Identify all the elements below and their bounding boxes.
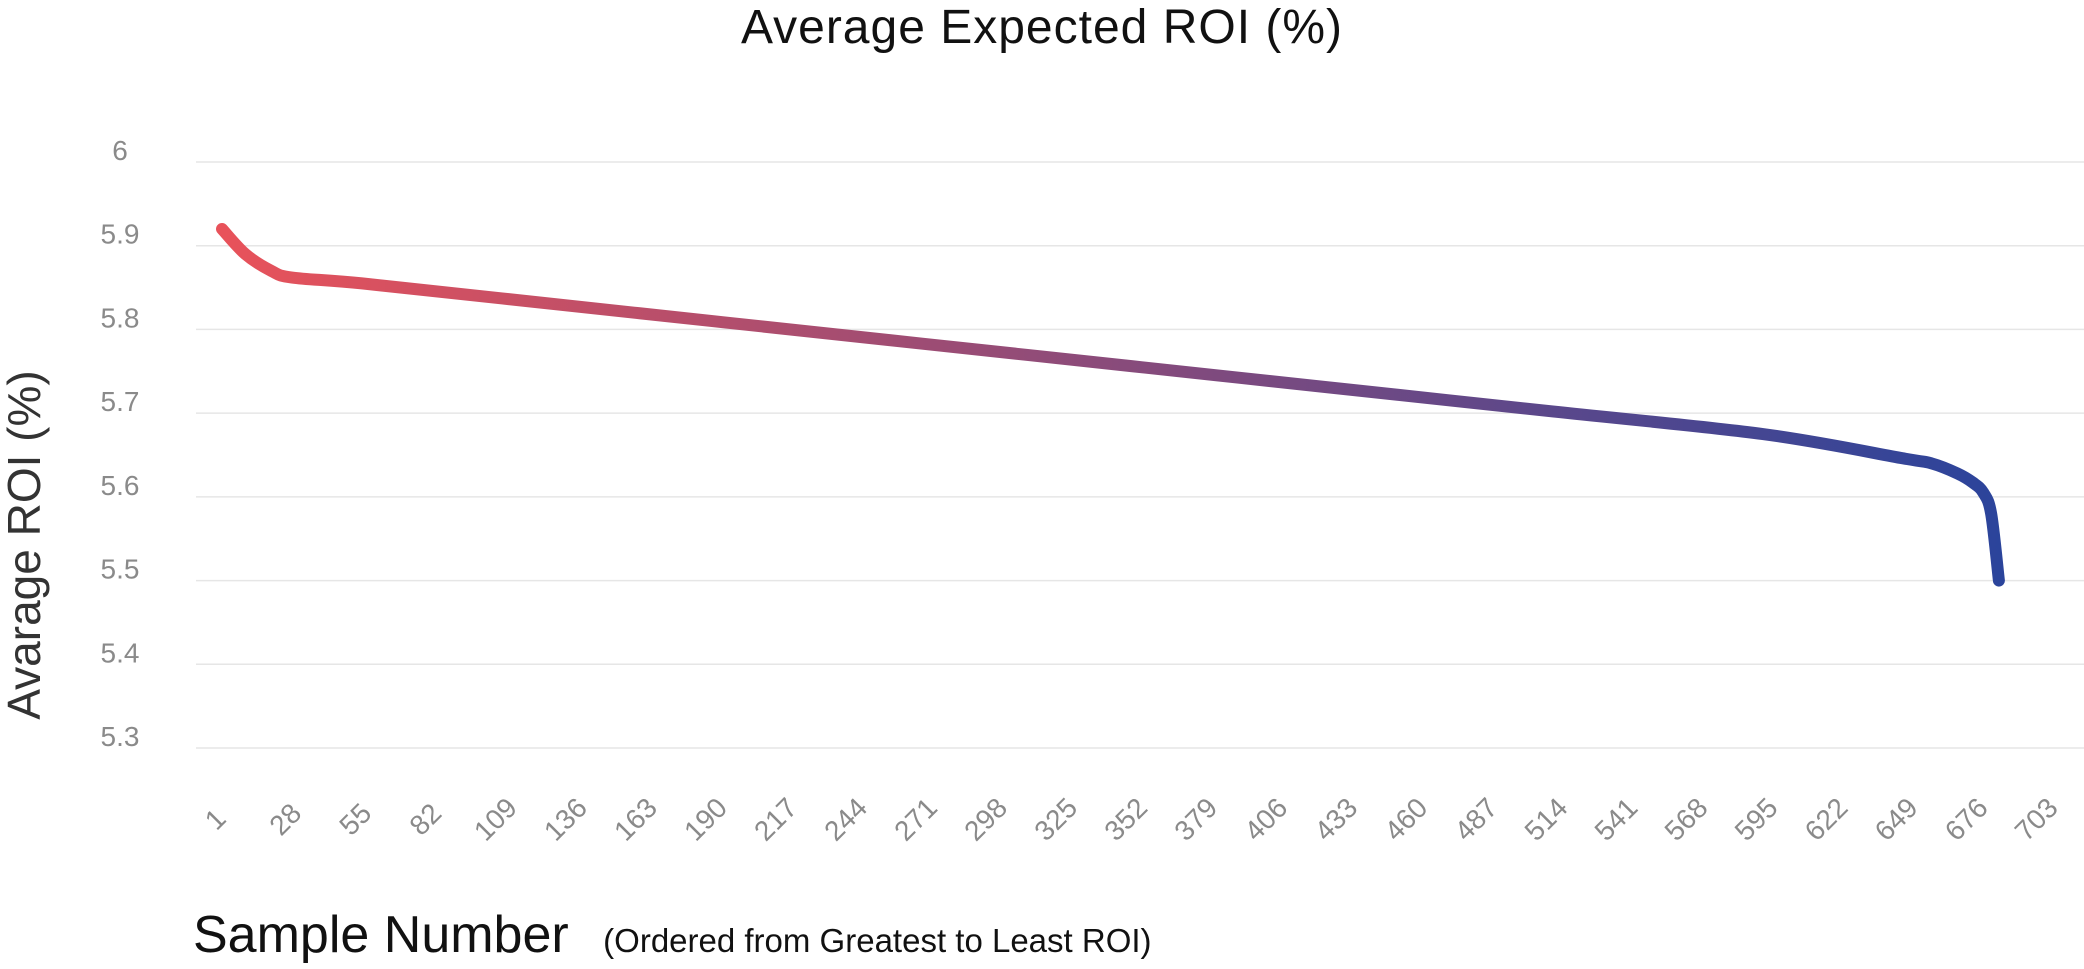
x-tick-label: 352 — [1098, 792, 1153, 847]
x-tick-label: 514 — [1519, 792, 1574, 847]
x-axis-label-note: (Ordered from Greatest to Least ROI) — [603, 922, 1152, 959]
x-tick-label: 433 — [1308, 792, 1363, 847]
y-tick-label: 6 — [112, 135, 128, 166]
x-tick-label: 298 — [958, 792, 1013, 847]
x-tick-label: 244 — [818, 792, 873, 847]
x-tick-label: 109 — [468, 792, 523, 847]
x-tick-label: 622 — [1799, 792, 1854, 847]
y-tick-label: 5.9 — [101, 219, 140, 250]
x-tick-label: 676 — [1939, 792, 1994, 847]
x-tick-label: 487 — [1448, 792, 1503, 847]
x-tick-label: 460 — [1378, 792, 1433, 847]
y-tick-label: 5.6 — [101, 470, 140, 501]
x-axis-ticks: 1 28 55 82 109 136 163 190 217 244 271 298 325 352 379… — [199, 792, 2064, 847]
x-tick-label: 55 — [333, 797, 377, 841]
gridlines — [196, 161, 2084, 749]
y-tick-label: 5.4 — [101, 637, 140, 668]
x-tick-label: 649 — [1869, 792, 1924, 847]
x-axis-label-group: Sample Number (Ordered from Greatest to … — [193, 905, 1152, 965]
x-tick-label: 595 — [1729, 792, 1784, 847]
y-axis-ticks: 6 5.9 5.8 5.7 5.6 5.5 5.4 5.3 — [101, 135, 140, 752]
y-tick-label: 5.5 — [101, 554, 140, 585]
x-tick-label: 82 — [403, 797, 447, 841]
series-line — [216, 222, 2005, 587]
x-tick-label: 568 — [1659, 792, 1714, 847]
x-tick-label: 217 — [748, 792, 803, 847]
y-tick-label: 5.8 — [101, 302, 140, 333]
x-tick-label: 271 — [888, 792, 943, 847]
x-tick-label: 541 — [1589, 792, 1644, 847]
x-tick-label: 136 — [538, 792, 593, 847]
x-tick-label: 1 — [199, 803, 232, 836]
y-tick-label: 5.3 — [101, 721, 140, 752]
x-tick-label: 703 — [2009, 792, 2064, 847]
x-tick-label: 163 — [608, 792, 663, 847]
x-axis-label: Sample Number — [193, 906, 569, 964]
x-tick-label: 28 — [263, 797, 307, 841]
x-tick-label: 379 — [1168, 792, 1223, 847]
y-tick-label: 5.7 — [101, 386, 140, 417]
x-tick-label: 406 — [1238, 792, 1293, 847]
y-axis-label: Avarage ROI (%) — [0, 370, 50, 719]
chart-title: Average Expected ROI (%) — [740, 1, 1344, 54]
x-tick-label: 190 — [678, 792, 733, 847]
x-tick-label: 325 — [1028, 792, 1083, 847]
